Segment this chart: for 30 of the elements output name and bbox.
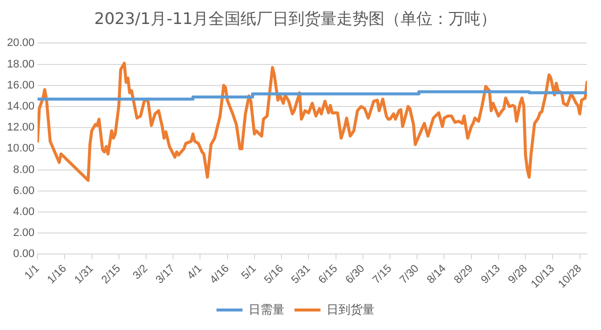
x-tick-label: 7/30 (398, 262, 422, 286)
x-tick-label: 4/1 (185, 262, 204, 282)
chart-title: 2023/1月-11月全国纸厂日到货量走势图（单位：万吨） (94, 8, 497, 28)
y-tick-label: 10.00 (6, 142, 35, 155)
y-tick-label: 0.00 (13, 248, 35, 260)
x-tick-label: 3/2 (130, 262, 150, 282)
legend-label: 日到货量 (326, 302, 374, 316)
x-tick-label: 5/31 (289, 262, 313, 286)
y-tick-label: 8.00 (13, 164, 35, 176)
x-tick-label: 6/15 (316, 262, 340, 286)
y-tick-label: 16.00 (6, 79, 35, 92)
y-tick-label: 2.00 (13, 227, 35, 240)
x-tick-label: 9/13 (479, 262, 503, 286)
x-tick-label: 7/15 (370, 262, 394, 286)
x-tick-label: 8/14 (424, 262, 448, 286)
y-tick-label: 14.00 (6, 100, 35, 113)
y-tick-label: 20.00 (6, 37, 35, 50)
y-tick-label: 4.00 (13, 206, 35, 218)
x-tick-label: 1/31 (72, 262, 96, 286)
x-tick-label: 5/1 (239, 262, 259, 282)
x-tick-label: 1/1 (22, 262, 42, 282)
x-tick-label: 6/30 (344, 262, 368, 286)
x-tick-label: 9/28 (506, 262, 530, 286)
y-tick-label: 18.00 (6, 58, 35, 70)
x-tick-label: 4/16 (208, 262, 232, 286)
x-tick-label: 8/29 (452, 262, 476, 286)
y-tick-label: 12.00 (6, 122, 35, 134)
x-tick-label: 5/16 (262, 262, 286, 286)
y-tick-label: 6.00 (13, 184, 35, 197)
legend-label: 日需量 (248, 302, 284, 316)
